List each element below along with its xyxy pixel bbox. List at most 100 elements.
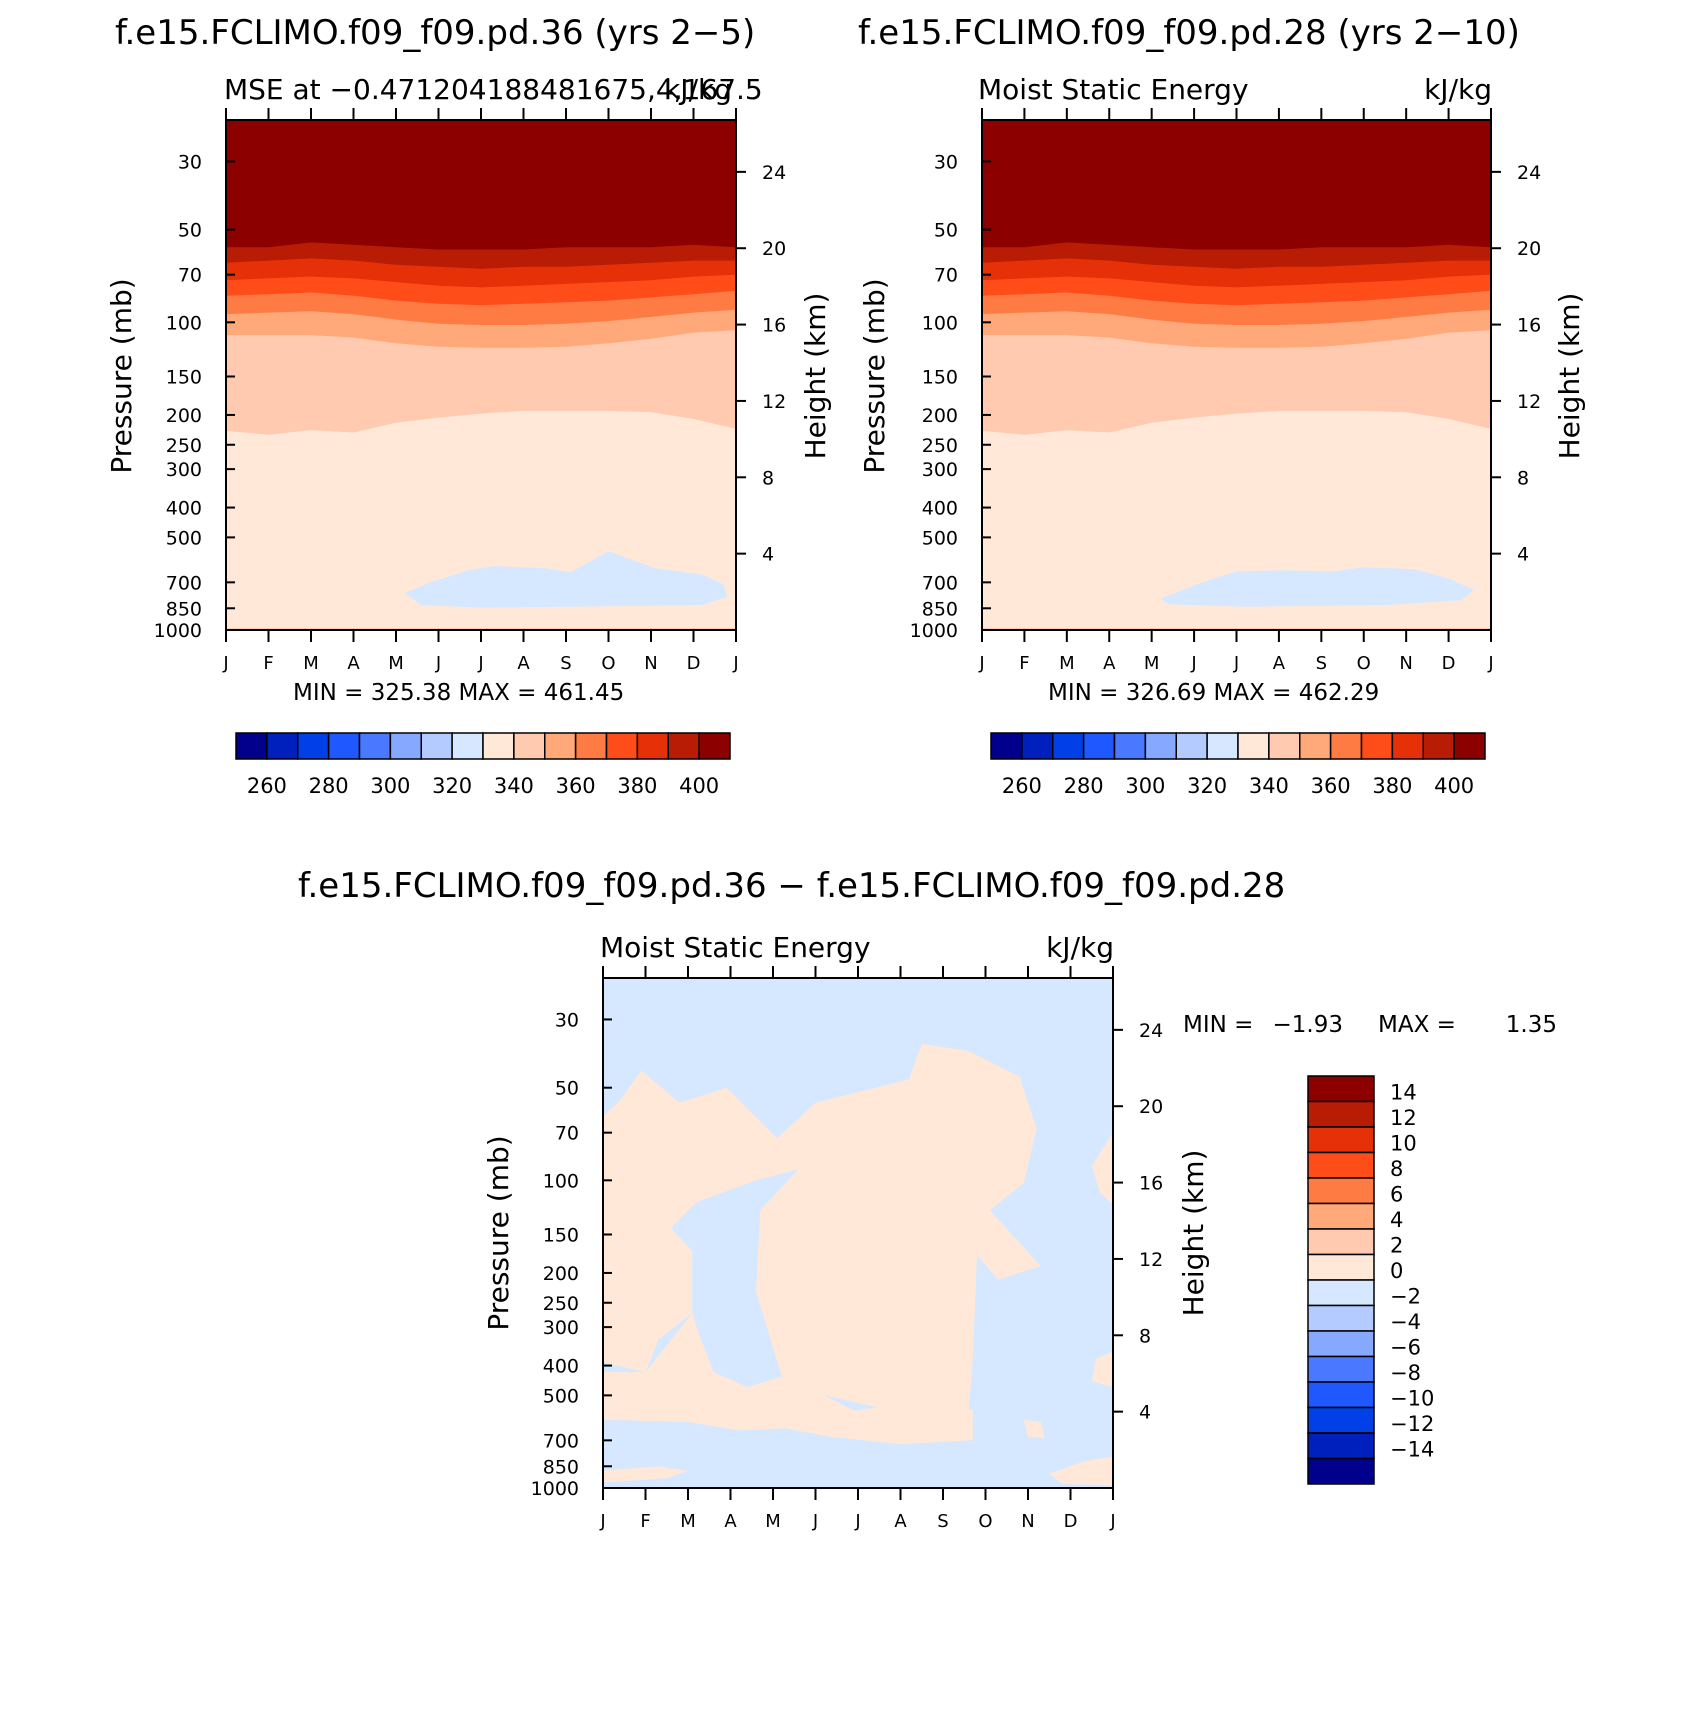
colorbar-box: [1206, 732, 1239, 760]
colorbar-box: [482, 732, 515, 760]
panel3-min-value: −1.93: [1273, 1012, 1343, 1038]
month-label: J: [1487, 653, 1493, 674]
colorbar-label: −10: [1390, 1387, 1434, 1411]
month-label: J: [812, 1511, 818, 1532]
month-label: M: [1059, 653, 1075, 674]
colorbar-label: 360: [1311, 774, 1351, 798]
colorbar-label: 6: [1390, 1183, 1403, 1207]
colorbar-box: [1307, 1406, 1375, 1434]
month-label: J: [1233, 653, 1239, 674]
height-tick-label: 8: [762, 467, 774, 489]
colorbar-box: [1144, 732, 1177, 760]
pressure-tick-label: 250: [543, 1293, 579, 1315]
height-tick-label: 20: [762, 238, 786, 260]
month-label: D: [1442, 653, 1456, 674]
colorbar-box: [1307, 1100, 1375, 1128]
height-tick-label: 16: [1139, 1173, 1163, 1195]
panel1-units: kJ/kg: [664, 73, 732, 106]
colorbar-box: [1307, 1381, 1375, 1409]
height-tick-label: 24: [762, 162, 786, 184]
pressure-tick-label: 500: [922, 527, 958, 549]
colorbar-label: 380: [617, 774, 657, 798]
colorbar-box: [574, 732, 608, 760]
panel1-ylabel-left: Pressure (mb): [105, 278, 138, 473]
colorbar-label: 10: [1390, 1132, 1417, 1156]
colorbar-box: [1307, 1126, 1375, 1154]
colorbar-box: [1307, 1228, 1375, 1256]
month-label: A: [1273, 653, 1286, 674]
colorbar-label: 340: [1249, 774, 1289, 798]
band-0-2-region: [603, 1466, 688, 1483]
panel1-subtitle: MSE at −0.471204188481675,4,167.5: [224, 73, 763, 106]
colorbar-box: [297, 732, 330, 760]
pressure-tick-label: 70: [178, 265, 202, 287]
panel1-title: f.e15.FCLIMO.f09_f09.pd.36 (yrs 2−5): [115, 13, 755, 53]
colorbar-label: 8: [1390, 1157, 1403, 1181]
month-label: J: [435, 653, 441, 674]
panel3-units: kJ/kg: [1046, 931, 1114, 964]
month-label: J: [477, 653, 483, 674]
panel1-contour-field: [226, 120, 736, 630]
pressure-tick-label: 850: [166, 598, 202, 620]
pressure-tick-label: 100: [543, 1170, 579, 1192]
colorbar-box: [1175, 732, 1208, 760]
colorbar-box: [1307, 1432, 1375, 1460]
height-tick-label: 4: [762, 544, 774, 566]
pressure-tick-label: 100: [166, 312, 202, 334]
colorbar-box: [667, 732, 700, 760]
panel2-ylabel-right: Height (km): [1553, 293, 1586, 460]
pressure-tick-label: 250: [922, 435, 958, 457]
height-tick-label: 12: [762, 391, 786, 413]
month-label: J: [1190, 653, 1196, 674]
pressure-tick-label: 400: [922, 498, 958, 520]
pressure-tick-label: 300: [543, 1317, 579, 1339]
month-label: M: [1144, 653, 1160, 674]
colorbar-label: 0: [1390, 1259, 1403, 1283]
colorbar-label: 280: [309, 774, 349, 798]
colorbar-box: [698, 732, 731, 760]
band-0-2-region: [1049, 1456, 1113, 1486]
colorbar-box: [1021, 732, 1054, 760]
month-label: D: [687, 653, 701, 674]
height-tick-label: 24: [1517, 162, 1541, 184]
colorbar-label: 300: [370, 774, 410, 798]
colorbar-box: [1422, 732, 1455, 760]
colorbar-label: −14: [1390, 1438, 1434, 1462]
height-tick-label: 8: [1517, 467, 1529, 489]
month-label: N: [1021, 1511, 1034, 1532]
pressure-tick-label: 50: [934, 220, 958, 242]
colorbar-box: [1307, 1355, 1375, 1383]
colorbar-label: 320: [1187, 774, 1227, 798]
pressure-tick-label: 200: [166, 405, 202, 427]
month-label: F: [263, 653, 273, 674]
month-label: J: [222, 653, 228, 674]
pressure-tick-label: 100: [922, 312, 958, 334]
month-label: A: [517, 653, 530, 674]
panel2-colorbar: 260 280 300 320 340 360 380 400: [990, 732, 1486, 798]
panel2-subtitle: Moist Static Energy: [978, 73, 1249, 106]
month-label: M: [388, 653, 404, 674]
colorbar-box: [420, 732, 453, 760]
month-label: M: [680, 1511, 696, 1532]
colorbar-label: 340: [494, 774, 534, 798]
panel1-colorbar: 260 280 300 320 340 360 380 400: [235, 732, 731, 798]
pressure-tick-label: 70: [934, 265, 958, 287]
panel3-subtitle: Moist Static Energy: [600, 931, 871, 964]
colorbar-label: −4: [1390, 1310, 1421, 1334]
colorbar-box: [1237, 732, 1270, 760]
pressure-tick-label: 850: [543, 1456, 579, 1478]
colorbar-label: 280: [1064, 774, 1104, 798]
pressure-tick-label: 300: [922, 459, 958, 481]
pressure-tick-label: 150: [922, 367, 958, 389]
panel2-title: f.e15.FCLIMO.f09_f09.pd.28 (yrs 2−10): [858, 13, 1520, 53]
height-tick-label: 12: [1517, 391, 1541, 413]
panel3-ylabel-left: Pressure (mb): [482, 1135, 515, 1330]
panel3-max-value: 1.35: [1506, 1012, 1557, 1038]
month-label: M: [765, 1511, 781, 1532]
colorbar-box: [1360, 732, 1394, 760]
pressure-tick-label: 850: [922, 598, 958, 620]
pressure-tick-label: 50: [178, 220, 202, 242]
colorbar-box: [636, 732, 669, 760]
